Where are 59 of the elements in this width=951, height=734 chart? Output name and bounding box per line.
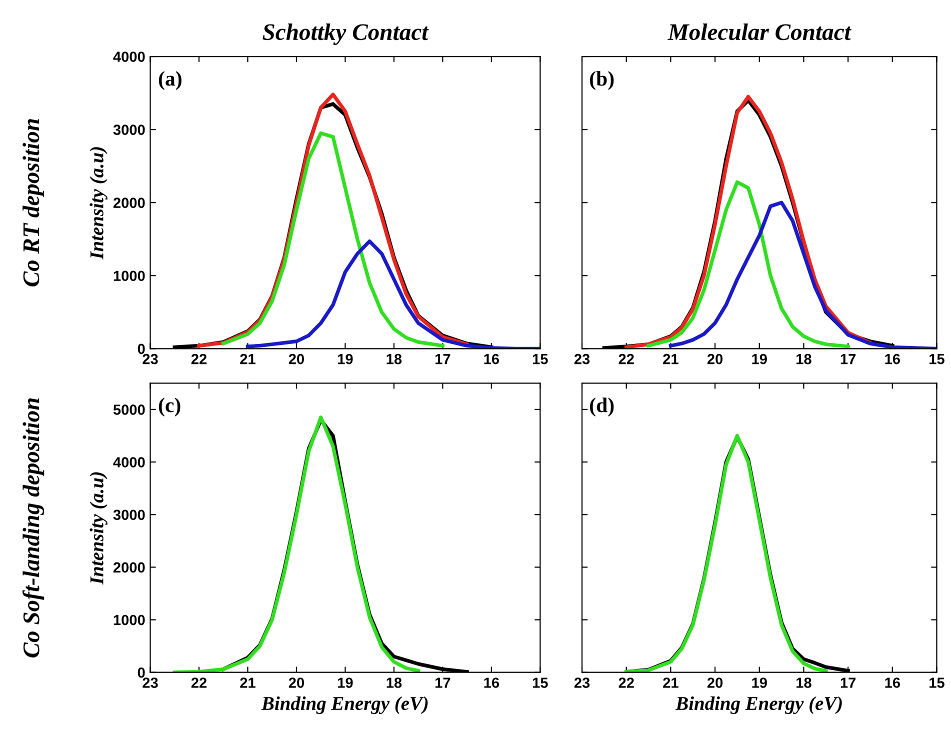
x-tick-label: 16: [484, 354, 500, 364]
text: Co RT deposition: [22, 119, 44, 286]
y-tick-label: 4000: [113, 457, 145, 468]
annotation: (b): [590, 71, 614, 90]
text: Co Soft-landing deposition: [22, 398, 44, 658]
x-tick-label: 22: [618, 678, 634, 688]
x-tick-label: 19: [338, 354, 353, 364]
x-tick-label: 18: [796, 354, 812, 364]
x-tick-label: 16: [885, 678, 900, 688]
x-tick-label: 21: [663, 354, 678, 364]
annotation: (c): [158, 398, 180, 416]
y-axis-title: Intensity (a.u): [90, 472, 108, 585]
x-tick-label: 16: [484, 678, 500, 688]
x-tick-label: 20: [288, 354, 304, 364]
x-axis-title: Binding Energy (eV): [675, 696, 842, 714]
chart-title: Schottky Contact: [262, 23, 429, 45]
chart-title: Molecular Contact: [668, 23, 852, 40]
x-tick-label: 23: [574, 354, 590, 364]
y-tick-label: 0: [138, 344, 145, 354]
y-tick-label: 2000: [113, 562, 145, 573]
y-tick-label: 3000: [113, 124, 145, 135]
y-tick-label: 3000: [113, 510, 145, 520]
x-tick-label: 19: [338, 678, 353, 688]
x-tick-label: 22: [191, 354, 207, 364]
annotation: (d): [590, 398, 614, 416]
x-tick-label: 20: [707, 354, 723, 364]
x-tick-label: 20: [288, 678, 304, 688]
x-tick-label: 22: [618, 354, 634, 364]
y-tick-label: 2000: [113, 198, 145, 208]
y-tick-label: 4000: [113, 52, 145, 62]
x-tick-label: 20: [707, 678, 723, 688]
x-tick-label: 18: [796, 678, 812, 688]
x-tick-label: 17: [840, 678, 856, 688]
x-tick-label: 21: [240, 678, 256, 688]
x-tick-label: 15: [532, 678, 548, 688]
x-tick-label: 19: [752, 678, 767, 688]
y-tick-label: 1000: [114, 614, 145, 626]
x-tick-label: 17: [436, 354, 450, 364]
x-tick-label: 15: [930, 354, 944, 364]
x-tick-label: 16: [885, 354, 900, 364]
x-axis-title: Binding Energy (eV): [261, 696, 428, 714]
x-tick-label: 21: [240, 354, 256, 364]
x-tick-label: 18: [386, 354, 402, 364]
x-tick-label: 22: [191, 678, 207, 688]
y-tick-label: 5000: [113, 404, 145, 415]
x-tick-label: 19: [752, 354, 767, 364]
x-tick-label: 18: [386, 678, 402, 688]
x-tick-label: 15: [930, 678, 944, 688]
x-tick-label: 17: [840, 354, 856, 364]
y-tick-label: 1000: [114, 270, 145, 282]
x-tick-label: 21: [663, 678, 678, 688]
y-tick-label: 0: [138, 667, 145, 678]
x-tick-label: 15: [532, 354, 548, 364]
x-tick-label: 23: [574, 678, 590, 688]
x-tick-label: 17: [436, 678, 450, 688]
x-tick-label: 23: [142, 354, 158, 364]
annotation: (a): [158, 71, 182, 90]
x-tick-label: 23: [142, 678, 158, 688]
y-axis-title: Intensity (a.u): [90, 147, 108, 260]
